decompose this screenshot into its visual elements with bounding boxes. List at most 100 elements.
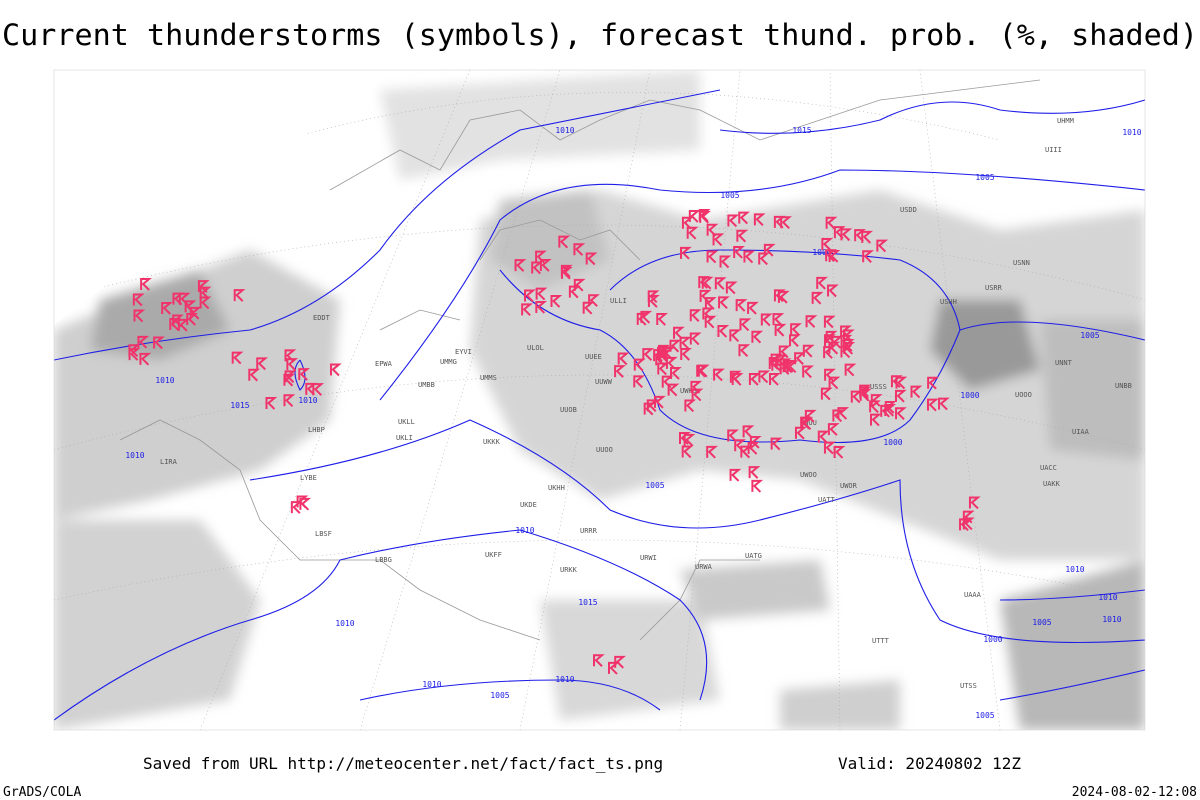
probability-shading bbox=[54, 70, 1145, 730]
thunderstorm-symbol bbox=[861, 230, 874, 244]
thunderstorm-symbol bbox=[739, 318, 752, 332]
thunderstorm-symbol bbox=[778, 345, 791, 359]
thunderstorm-symbol bbox=[329, 363, 342, 377]
map-area: 1010 1015 1005 1010 1000 1005 1010 1015 1010 1010… bbox=[54, 70, 1145, 730]
station-label: UUOB bbox=[560, 406, 577, 414]
thunderstorm-symbol bbox=[633, 375, 646, 389]
station-label: UNNT bbox=[1055, 359, 1073, 367]
station-label: UAAA bbox=[964, 591, 982, 599]
thunderstorm-symbol bbox=[802, 344, 815, 358]
thunderstorm-symbol bbox=[805, 315, 818, 328]
thunderstorm-symbol bbox=[704, 297, 717, 310]
isobar-label: 1015 bbox=[792, 126, 811, 135]
station-label: UMMS bbox=[480, 374, 497, 382]
thunderstorm-symbol bbox=[132, 293, 145, 307]
thunderstorm-symbol bbox=[139, 352, 152, 366]
isobar-label: 1005 bbox=[975, 173, 994, 182]
thunderstorm-symbol bbox=[802, 365, 814, 379]
thunderstorm-symbol bbox=[876, 239, 889, 253]
station-label: ULOL bbox=[527, 344, 544, 352]
thunderstorm-symbol bbox=[199, 296, 212, 310]
thunderstorm-symbol bbox=[172, 292, 185, 306]
graticule bbox=[54, 70, 1145, 730]
station-label: USNN bbox=[1013, 259, 1030, 267]
thunderstorm-symbol bbox=[733, 245, 745, 259]
thunderstorm-symbol bbox=[178, 292, 191, 306]
thunderstorm-symbol bbox=[558, 235, 571, 249]
thunderstorm-symbol bbox=[593, 654, 605, 667]
thunderstorm-symbol bbox=[524, 289, 536, 303]
thunderstorm-symbol bbox=[727, 214, 740, 228]
thunderstorm-symbol bbox=[681, 216, 694, 230]
station-label: USRR bbox=[985, 284, 1003, 292]
thunderstorm-symbol bbox=[573, 243, 586, 256]
thunderstorm-symbol bbox=[133, 309, 146, 323]
thunderstorm-symbol bbox=[684, 399, 697, 413]
thunderstorm-symbol bbox=[568, 285, 581, 299]
thunderstorm-symbol bbox=[816, 276, 828, 290]
station-label: UKFF bbox=[485, 551, 502, 559]
thunderstorm-symbol bbox=[588, 294, 600, 307]
thunderstorm-symbol bbox=[773, 215, 786, 229]
thunderstorm-symbol bbox=[823, 315, 836, 329]
station-label: UAKK bbox=[1043, 480, 1061, 488]
thunderstorm-symbol bbox=[927, 376, 939, 390]
thunderstorm-symbol bbox=[514, 259, 527, 272]
thunderstorm-symbol bbox=[962, 510, 975, 524]
thunderstorm-symbol bbox=[782, 360, 795, 373]
thunderstorm-symbol bbox=[770, 437, 783, 451]
thunderstorm-symbol bbox=[658, 349, 670, 363]
station-label: UTTT bbox=[872, 637, 890, 645]
thunderstorm-symbol bbox=[910, 385, 923, 399]
thunderstorm-symbol bbox=[840, 345, 853, 359]
thunderstorm-symbol bbox=[712, 233, 725, 247]
thunderstorm-symbol bbox=[738, 211, 751, 225]
thunderstorm-symbol bbox=[636, 312, 649, 326]
thunderstorm-symbol bbox=[884, 400, 897, 414]
thunderstorm-symbol bbox=[713, 368, 725, 382]
isobar-label: 1005 bbox=[490, 691, 509, 700]
thunderstorm-symbol bbox=[748, 372, 761, 386]
thunderstorm-symbol bbox=[689, 332, 702, 346]
thunderstorm-symbol bbox=[582, 301, 595, 315]
thunderstorm-symbol bbox=[704, 315, 717, 329]
map-labels: 1010 1015 1005 1010 1000 1005 1010 1015 1010 1010… bbox=[125, 117, 1141, 720]
station-label: UKDE bbox=[520, 501, 537, 509]
isobar-label: 1000 bbox=[883, 438, 902, 447]
isobars bbox=[54, 89, 1145, 721]
thunderstorm-symbol bbox=[828, 249, 841, 263]
station-label: UATT bbox=[818, 496, 836, 504]
station-label: EYVI bbox=[455, 348, 472, 356]
thunderstorm-symbol bbox=[539, 259, 552, 272]
thunderstorm-symbol bbox=[824, 334, 836, 348]
isobar-label: 1015 bbox=[230, 401, 249, 410]
thunderstorm-symbol bbox=[821, 238, 834, 251]
thunderstorm-symbol bbox=[680, 347, 692, 361]
thunderstorm-symbol bbox=[184, 300, 197, 314]
thunderstorm-symbol bbox=[655, 353, 668, 367]
station-label: UWOO bbox=[800, 471, 817, 479]
isobar-label: 1005 bbox=[975, 711, 994, 720]
isobar-label: 1000 bbox=[812, 248, 831, 257]
thunderstorm-symbol bbox=[833, 445, 846, 459]
thunderstorm-symbol bbox=[299, 497, 312, 511]
thunderstorm-symbol bbox=[758, 252, 771, 266]
station-label: URRR bbox=[580, 527, 598, 535]
thunderstorm-symbol bbox=[895, 376, 908, 390]
isobar-label: 1010 bbox=[555, 675, 574, 684]
thunderstorm-symbol bbox=[769, 372, 781, 386]
timestamp: 2024-08-02-12:08 bbox=[1072, 785, 1197, 800]
thunderstorm-symbol bbox=[827, 423, 840, 436]
station-label: EPWA bbox=[375, 360, 393, 368]
thunderstorm-symbol bbox=[521, 303, 533, 317]
thunderstorm-symbol bbox=[859, 386, 872, 400]
station-label: UIAA bbox=[1072, 428, 1090, 436]
thunderstorm-symbol bbox=[828, 376, 841, 390]
station-label: UOOO bbox=[1015, 391, 1032, 399]
isobar-label: 1000 bbox=[960, 391, 979, 400]
thunderstorm-symbol bbox=[706, 250, 719, 264]
source-url: Saved from URL http://meteocenter.net/fa… bbox=[143, 754, 663, 773]
thunderstorm-symbol bbox=[614, 365, 626, 378]
thunderstorm-symbol bbox=[669, 339, 682, 353]
